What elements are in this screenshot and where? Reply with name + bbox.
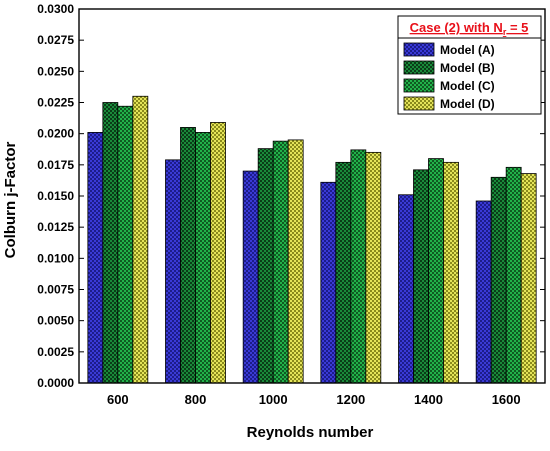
legend-label: Model (C) — [440, 79, 495, 93]
bar-series-2-cat-600 — [117, 105, 134, 384]
bar-series-3-cat-1000 — [287, 139, 304, 384]
y-tick-label: 0.0000 — [37, 376, 74, 390]
bars-layer — [87, 95, 537, 384]
legend-title-suffix: = 5 — [506, 20, 528, 35]
legend-title: Case (2) with Nr = 5 — [410, 20, 529, 37]
bar-series-0-cat-600 — [87, 132, 104, 384]
bar-series-1-cat-600 — [102, 102, 119, 384]
x-tick-labels: 600 800 1000 1200 1400 1600 — [107, 392, 521, 407]
x-tick-label: 1400 — [414, 392, 443, 407]
bar-series-3-cat-1600 — [520, 173, 537, 384]
x-tick-label: 800 — [185, 392, 207, 407]
legend-swatch — [403, 96, 435, 111]
x-tick-label: 1600 — [492, 392, 521, 407]
y-tick-label: 0.0025 — [37, 345, 74, 359]
legend-swatch — [403, 42, 435, 57]
bar-series-2-cat-800 — [195, 132, 211, 384]
bar-series-3-cat-1400 — [443, 161, 459, 384]
axes-layer — [78, 8, 546, 384]
y-tick-label: 0.0300 — [37, 2, 74, 16]
legend-swatch — [403, 60, 435, 75]
bar-series-3-cat-1200 — [365, 151, 382, 384]
bar-series-1-cat-1000 — [257, 148, 274, 384]
y-tick-label: 0.0125 — [37, 220, 74, 234]
bar-series-0-cat-1400 — [398, 194, 414, 384]
legend-label: Model (B) — [440, 61, 495, 75]
x-axis-label: Reynolds number — [247, 424, 374, 441]
legend-swatch — [403, 78, 435, 93]
y-tick-label: 0.0200 — [37, 127, 74, 141]
x-tick-label: 1200 — [336, 392, 365, 407]
legend: Case (2) with Nr = 5 Model (A)Model (B)M… — [397, 15, 542, 115]
y-tick-label: 0.0050 — [37, 314, 74, 328]
x-tick-label: 600 — [107, 392, 129, 407]
bar-series-3-cat-800 — [210, 122, 226, 384]
y-tick-label: 0.0075 — [37, 283, 74, 297]
legend-title-main: Case (2) with N — [410, 20, 503, 35]
bar-series-1-cat-800 — [180, 127, 196, 384]
legend-items: Model (A) Model (B) Model (C) Model (D) — [403, 42, 495, 111]
y-tick-label: 0.0275 — [37, 33, 74, 47]
y-tick-label: 0.0225 — [37, 96, 74, 110]
bar-series-1-cat-1200 — [335, 161, 352, 384]
y-tick-label: 0.0250 — [37, 64, 74, 78]
legend-title-box — [397, 15, 542, 39]
bar-series-3-cat-600 — [132, 95, 149, 384]
bar-series-2-cat-1600 — [505, 166, 522, 384]
y-tick-label: 0.0150 — [37, 189, 74, 203]
x-tick-label: 1000 — [259, 392, 288, 407]
y-axis-label: Colburn j-Factor — [2, 142, 19, 259]
legend-label: Model (A) — [440, 43, 495, 57]
bar-series-0-cat-1200 — [320, 181, 337, 384]
bar-series-2-cat-1200 — [350, 149, 367, 384]
y-tick-label: 0.0100 — [37, 251, 74, 265]
bar-series-1-cat-1600 — [490, 176, 507, 384]
bar-series-2-cat-1000 — [272, 140, 289, 384]
bar-series-0-cat-1600 — [475, 200, 492, 384]
bar-series-2-cat-1400 — [428, 158, 444, 384]
legend-label: Model (D) — [440, 97, 495, 111]
y-tick-label: 0.0175 — [37, 158, 74, 172]
bar-series-0-cat-1000 — [242, 170, 259, 384]
y-tick-labels: 0.0000 0.0025 0.0050 0.0075 0.0100 0.0125 0.01… — [37, 2, 74, 390]
legend-title-sub: r — [503, 27, 507, 37]
bar-series-1-cat-1400 — [413, 169, 429, 384]
bar-series-0-cat-800 — [165, 159, 181, 384]
